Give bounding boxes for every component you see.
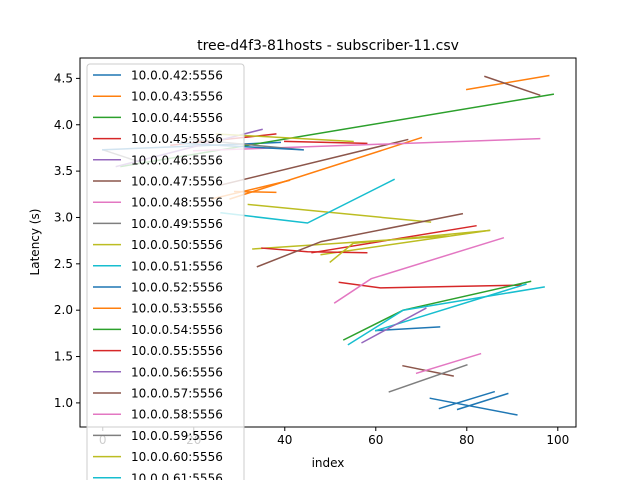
legend-label: 10.0.0.61:5556 [131, 471, 223, 480]
series-line [388, 363, 468, 393]
legend-label: 10.0.0.48:5556 [131, 196, 223, 210]
series-line [256, 212, 464, 268]
series-segment [438, 390, 496, 410]
y-axis-label: Latency (s) [28, 209, 42, 276]
y-tick-label: 4.5 [54, 71, 73, 85]
legend-label: 10.0.0.58:5556 [131, 408, 223, 422]
legend-label: 10.0.0.57:5556 [131, 387, 223, 401]
legend-label: 10.0.0.54:5556 [131, 323, 223, 337]
legend-label: 10.0.0.43:5556 [131, 90, 223, 104]
legend-label: 10.0.0.55:5556 [131, 344, 223, 358]
series-segment [415, 352, 482, 375]
y-tick-label: 3.5 [54, 164, 73, 178]
chart-title: tree-d4f3-81hosts - subscriber-11.csv [197, 38, 459, 54]
x-tick-label: 40 [277, 433, 292, 447]
series-segment [252, 235, 450, 250]
legend-label: 10.0.0.56:5556 [131, 365, 223, 379]
legend-frame [86, 63, 245, 480]
series-line [220, 178, 396, 224]
y-tick-label: 3.0 [54, 210, 73, 224]
series-line [484, 75, 541, 97]
legend-label: 10.0.0.52:5556 [131, 281, 223, 295]
legend-label: 10.0.0.51:5556 [131, 259, 223, 273]
legend-label: 10.0.0.60:5556 [131, 450, 223, 464]
series-segment [374, 283, 527, 332]
series-segment [429, 397, 518, 416]
y-tick-label: 2.0 [54, 303, 73, 317]
series-line [261, 247, 368, 254]
legend-label: 10.0.0.46:5556 [131, 153, 223, 167]
legend: 10.0.0.42:5556 10.0.0.43:5556 10.0.0.44:55… [86, 63, 245, 480]
y-tick-label: 1.5 [54, 350, 73, 364]
y-tick-label: 1.0 [54, 396, 73, 410]
legend-label: 10.0.0.47:5556 [131, 175, 223, 189]
series-segment [220, 138, 409, 186]
series-segment [338, 281, 523, 289]
series-segment [284, 140, 368, 145]
series-line [465, 74, 550, 91]
series-segment [320, 229, 491, 256]
y-tick-label: 4.0 [54, 118, 73, 132]
x-tick-label: 100 [546, 433, 569, 447]
series-line [333, 236, 505, 304]
series-line [329, 229, 491, 264]
series-line [347, 286, 545, 346]
tick-layer: 0204060801001.01.52.02.53.03.54.04.5 [54, 71, 569, 447]
y-tick-label: 2.5 [54, 257, 73, 271]
legend-label: 10.0.0.42:5556 [131, 69, 223, 83]
legend-label: 10.0.0.53:5556 [131, 302, 223, 316]
series-segment [247, 203, 432, 223]
x-tick-label: 80 [459, 433, 474, 447]
legend-label: 10.0.0.44:5556 [131, 111, 223, 125]
series-segment [402, 364, 454, 377]
x-axis-label: index [312, 456, 345, 470]
legend-label: 10.0.0.59:5556 [131, 429, 223, 443]
x-tick-label: 60 [368, 433, 383, 447]
series-segment [456, 392, 509, 411]
plot-frame [79, 57, 577, 428]
legend-label: 10.0.0.49:5556 [131, 217, 223, 231]
legend-label: 10.0.0.45:5556 [131, 132, 223, 146]
series-segment [229, 136, 423, 200]
legend-label: 10.0.0.50:5556 [131, 238, 223, 252]
series-line [361, 307, 427, 344]
series-line [193, 137, 541, 152]
